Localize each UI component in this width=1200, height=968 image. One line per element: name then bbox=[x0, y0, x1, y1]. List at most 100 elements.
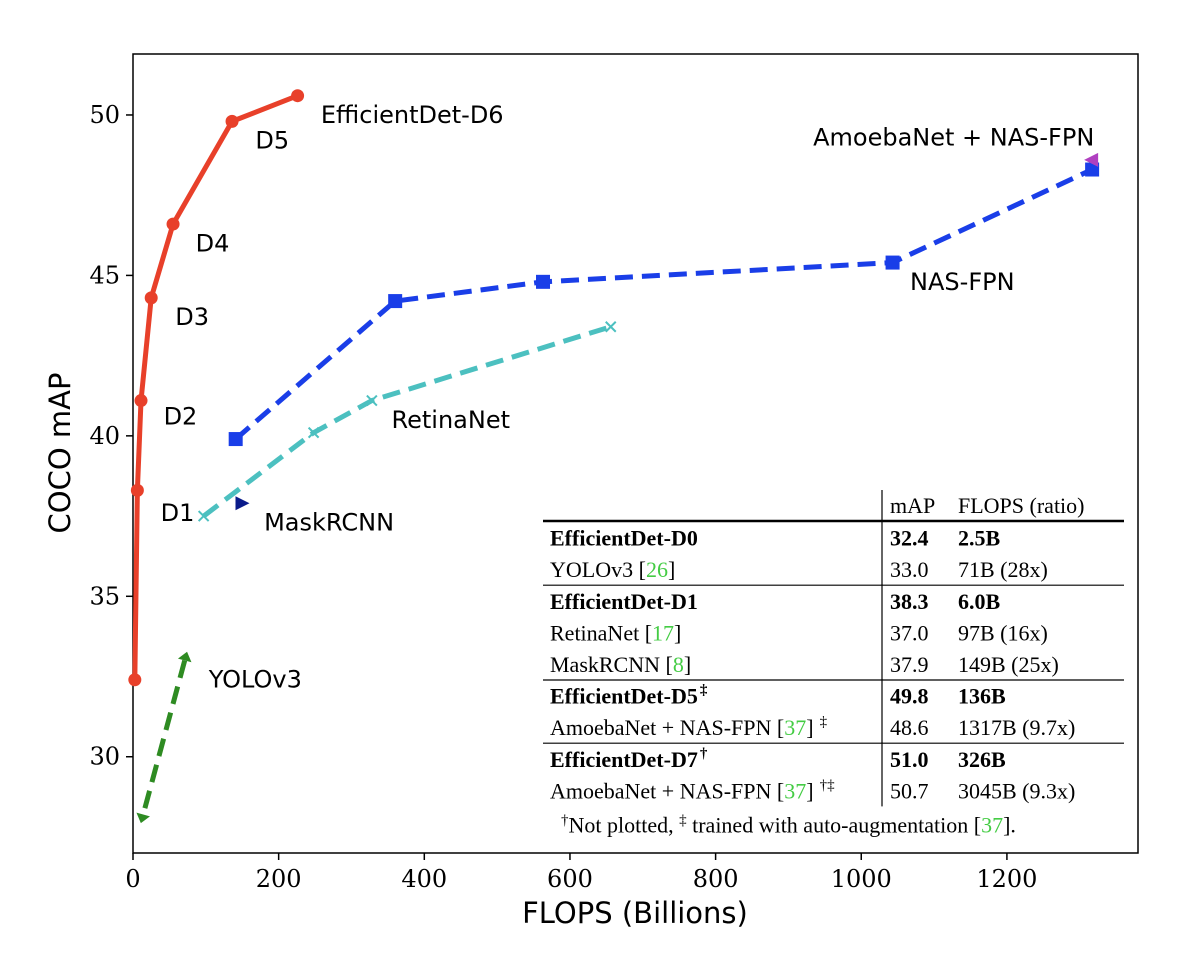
series-annotations: EfficientDet-D6 D5 D4 D3 D2 D1 MaskRCNN RetinaN… bbox=[161, 101, 1095, 694]
table-row: RetinaNet [17] 37.0 97B (16x) bbox=[550, 620, 1048, 645]
table-cell-flops: 149B (25x) bbox=[958, 652, 1059, 677]
footnote-ddagger: ‡ bbox=[679, 812, 687, 828]
table-cell-flops: 71B (28x) bbox=[958, 557, 1048, 582]
annotation-label: NAS-FPN bbox=[910, 268, 1015, 296]
nas-fpn-point bbox=[388, 294, 403, 309]
y-tick-label: 30 bbox=[89, 743, 120, 771]
maskrcnn-point bbox=[235, 496, 250, 511]
reference-number: 37 bbox=[784, 715, 806, 740]
efficientdet-point bbox=[130, 483, 144, 497]
ref-close: ] bbox=[668, 557, 675, 582]
table-row: MaskRCNN [8] 37.9 149B (25x) bbox=[550, 652, 1059, 677]
reference-number: 37 bbox=[784, 778, 806, 803]
reference-number: 8 bbox=[673, 652, 684, 677]
ref-open: [ bbox=[639, 620, 652, 645]
table-row: AmoebaNet + NAS-FPN [37] †‡ 50.7 3045B (9.3… bbox=[550, 777, 1075, 803]
table-cell-map: 51.0 bbox=[890, 747, 929, 772]
table-row: YOLOv3 [26] 33.0 71B (28x) bbox=[550, 557, 1048, 582]
table-row: EfficientDet-D1 38.3 6.0B bbox=[550, 589, 1001, 614]
model-name: AmoebaNet + NAS-FPN bbox=[550, 778, 772, 803]
footnote-dagger: † bbox=[561, 812, 569, 828]
nas-fpn-line bbox=[234, 167, 1094, 441]
footnote-mark: ‡ bbox=[820, 714, 828, 730]
footnote-text: Not plotted, bbox=[569, 812, 680, 837]
footnote-text: trained with auto-augmentation [ bbox=[687, 812, 981, 837]
footnote-mark: †‡ bbox=[820, 777, 836, 793]
table-cell-flops: 6.0B bbox=[958, 589, 1001, 614]
table-row: EfficientDet-D5 ‡ 49.8 136B bbox=[550, 683, 1006, 709]
table-cell-model: EfficientDet-D1 bbox=[550, 589, 698, 614]
efficientdet-point bbox=[144, 291, 158, 305]
y-tick-label: 45 bbox=[89, 261, 120, 289]
table-cell-model: AmoebaNet + NAS-FPN [37] †‡ bbox=[550, 777, 835, 803]
y-axis-title: COCO mAP bbox=[43, 373, 77, 534]
annotation-label: RetinaNet bbox=[392, 406, 511, 434]
nas-fpn-point bbox=[885, 255, 900, 270]
x-tick-label: 0 bbox=[125, 865, 140, 893]
x-tick-label: 600 bbox=[547, 865, 593, 893]
annotation-label: EfficientDet-D6 bbox=[321, 101, 504, 129]
reference-number: 17 bbox=[652, 620, 674, 645]
table-cell-model: MaskRCNN [8] bbox=[550, 652, 691, 677]
efficientdet-point bbox=[128, 673, 142, 687]
table-cell-map: 38.3 bbox=[890, 589, 929, 614]
model-name: MaskRCNN bbox=[550, 652, 660, 677]
table-row: EfficientDet-D0 32.4 2.5B bbox=[550, 526, 1001, 551]
efficientdet-line bbox=[132, 93, 299, 680]
table-cell-flops: 97B (16x) bbox=[958, 620, 1048, 645]
footnote-mark: ‡ bbox=[700, 683, 708, 699]
table-cell-model: YOLOv3 [26] bbox=[550, 557, 675, 582]
efficientdet-point bbox=[291, 89, 305, 103]
annotation-label: D4 bbox=[196, 229, 230, 257]
yolov3-point bbox=[177, 651, 192, 663]
table-row: AmoebaNet + NAS-FPN [37] ‡ 48.6 1317B (9.7x… bbox=[550, 714, 1075, 740]
table-row: EfficientDet-D7 † 51.0 326B bbox=[550, 746, 1006, 772]
ref-close: ] bbox=[806, 715, 813, 740]
amoebanet-nas-fpn-point bbox=[1084, 152, 1099, 167]
table-cell-model: EfficientDet-D5 ‡ bbox=[550, 683, 708, 709]
table-cell-map: 37.9 bbox=[890, 652, 929, 677]
ref-open: [ bbox=[660, 652, 673, 677]
table-cell-model: EfficientDet-D0 bbox=[550, 526, 698, 551]
table-cell-map: 33.0 bbox=[890, 557, 929, 582]
plot-frame bbox=[132, 53, 1139, 854]
retinanet-point bbox=[605, 321, 617, 333]
table-header-map: mAP bbox=[890, 493, 935, 518]
y-tick-label: 40 bbox=[89, 422, 120, 450]
yolov3-line bbox=[140, 659, 188, 816]
table-header-flops: FLOPS (ratio) bbox=[958, 493, 1085, 518]
annotation-label: D2 bbox=[164, 403, 198, 431]
ref-close: ] bbox=[674, 620, 681, 645]
nas-fpn-point bbox=[536, 274, 551, 289]
footnote-mark: † bbox=[700, 746, 708, 762]
efficientdet-point bbox=[166, 217, 180, 231]
y-tick-label: 35 bbox=[89, 582, 120, 610]
table-cell-model: AmoebaNet + NAS-FPN [37] ‡ bbox=[550, 714, 828, 740]
table-cell-flops: 1317B (9.7x) bbox=[958, 715, 1075, 740]
model-name: RetinaNet bbox=[550, 620, 639, 645]
retinanet-point bbox=[197, 510, 210, 522]
nas-fpn-point bbox=[228, 432, 243, 447]
ref-close: ] bbox=[806, 778, 813, 803]
model-name: AmoebaNet + NAS-FPN bbox=[550, 715, 772, 740]
nas-fpn-point bbox=[1085, 162, 1100, 177]
table-footnote: †Not plotted, ‡ trained with auto-augmen… bbox=[561, 812, 1016, 837]
table-cell-map: 50.7 bbox=[890, 778, 929, 803]
model-name: EfficientDet-D0 bbox=[550, 526, 698, 551]
table-cell-flops: 2.5B bbox=[958, 526, 1001, 551]
x-tick-label: 800 bbox=[693, 865, 739, 893]
table-cell-model: EfficientDet-D7 † bbox=[550, 746, 708, 772]
model-name: EfficientDet-D1 bbox=[550, 589, 698, 614]
table-cell-flops: 3045B (9.3x) bbox=[958, 778, 1075, 803]
ref-open: [ bbox=[771, 715, 784, 740]
ref-open: [ bbox=[771, 778, 784, 803]
retinanet-line bbox=[202, 324, 612, 519]
y-tick-label: 50 bbox=[89, 101, 120, 129]
table-cell-map: 48.6 bbox=[890, 715, 929, 740]
table-cell-map: 32.4 bbox=[890, 526, 929, 551]
annotation-label: D3 bbox=[175, 303, 209, 331]
table-cell-model: RetinaNet [17] bbox=[550, 620, 681, 645]
table-cell-flops: 136B bbox=[958, 684, 1006, 709]
reference-number: 37 bbox=[981, 812, 1003, 837]
